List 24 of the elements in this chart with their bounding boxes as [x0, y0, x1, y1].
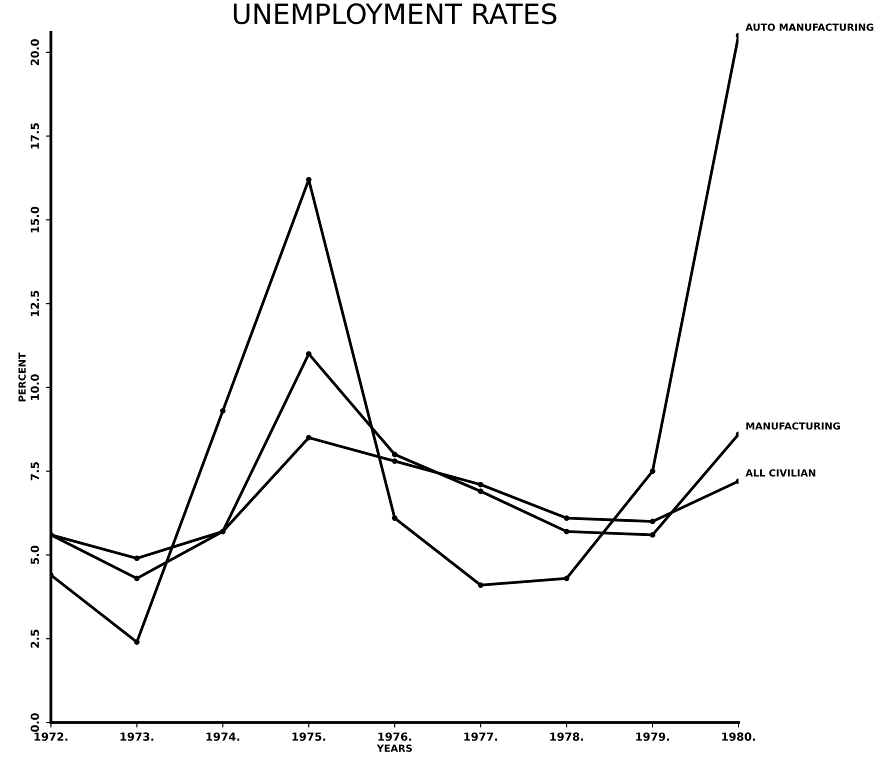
series-label: AUTO MANUFACTURING	[746, 24, 874, 31]
y-tick-label: 12.5	[30, 290, 40, 316]
x-tick-label: 1980.	[722, 732, 755, 741]
x-tick-label: 1978.	[550, 732, 584, 741]
x-tick-label: 1979.	[636, 732, 669, 741]
y-tick-label: 5.0	[30, 546, 40, 564]
series-label: MANUFACTURING	[746, 422, 840, 430]
y-tick-label: 0.0	[30, 713, 40, 732]
x-tick-label: 1976.	[378, 732, 412, 741]
y-tick-label: 17.5	[30, 123, 40, 149]
y-tick-label: 10.0	[30, 374, 40, 400]
chart-title: UNEMPLOYMENT RATES	[234, 3, 556, 24]
x-axis-title: YEARS	[376, 744, 412, 752]
y-tick-label: 15.0	[30, 206, 40, 232]
x-tick-label: 1972.	[34, 732, 68, 741]
y-axis-title: PERCENT	[18, 352, 26, 402]
y-tick-label: 7.5	[30, 462, 40, 480]
y-tick-label: 20.0	[30, 39, 40, 66]
x-tick-label: 1975.	[292, 732, 326, 741]
y-tick-label: 2.5	[30, 630, 40, 648]
x-tick-label: 1973.	[120, 732, 154, 741]
series-label: ALL CIVILIAN	[746, 469, 816, 477]
x-tick-label: 1974.	[206, 732, 240, 741]
x-tick-label: 1977.	[464, 732, 498, 741]
